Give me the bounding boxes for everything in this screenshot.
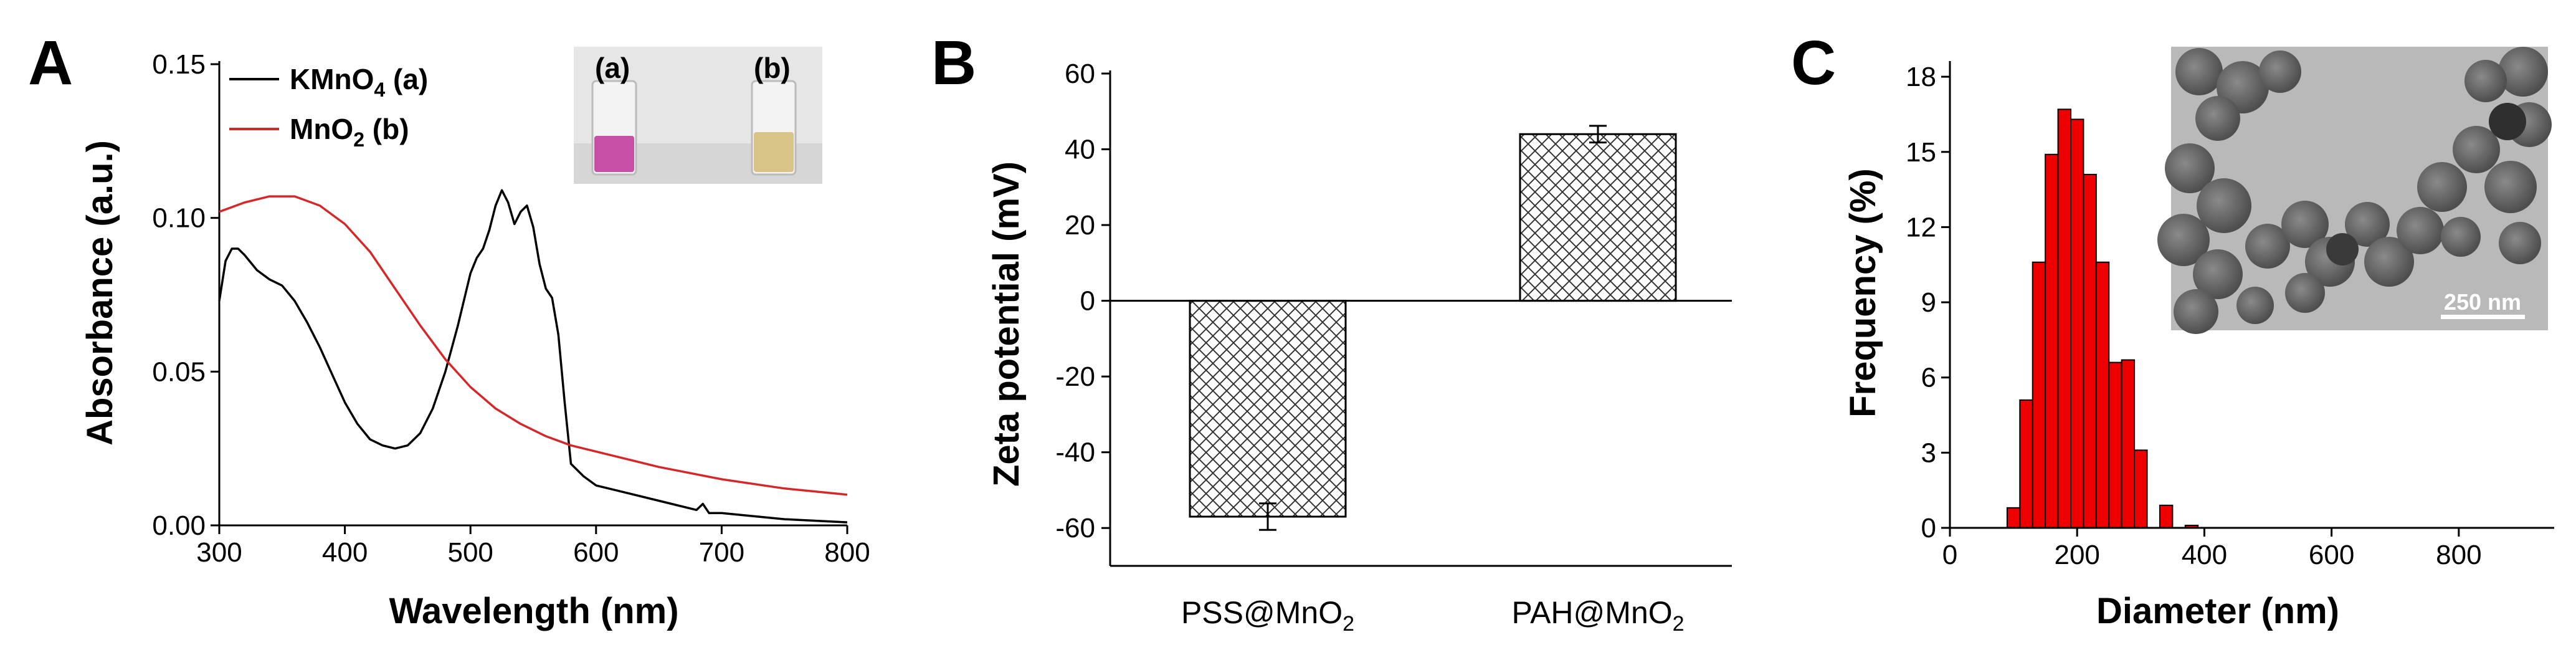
x-tick-label: 800 [824, 537, 870, 568]
x-tick-label: 200 [2054, 540, 2099, 570]
tem-scale-bar-label: 250 nm [2444, 289, 2521, 315]
y-tick-label: 9 [1921, 287, 1936, 318]
panel-c-x-axis-title: Diameter (nm) [2096, 591, 2339, 631]
panel-c-plot: 0 200 400 600 800 0 3 6 9 12 15 18 [1906, 61, 2554, 570]
x-tick-label: 600 [573, 537, 619, 568]
y-tick-label: 3 [1921, 437, 1936, 468]
y-tick-label: 0.10 [152, 203, 206, 234]
y-tick-label: 15 [1906, 137, 1936, 168]
panel-b: B -60 -40 -20 0 20 40 60 Zeta potential (mV) P… [931, 28, 1732, 636]
inset-label-a: (a) [595, 52, 630, 84]
y-tick-label: 0.15 [152, 49, 206, 80]
x-tick-label: 400 [322, 537, 368, 568]
panel-a-plot: 300 400 500 600 700 800 0.00 0.05 0.10 0.15 [152, 49, 870, 568]
panel-a-legend: KMnO4 (a) MnO2 (b) [229, 63, 428, 151]
histogram-bar [2095, 261, 2110, 528]
x-tick-label: 300 [196, 537, 242, 568]
histogram-bar [2057, 108, 2071, 529]
y-tick-label: 18 [1906, 62, 1936, 92]
y-tick-label: 0 [1921, 513, 1936, 543]
panel-c-inset-tem: 250 nm [2157, 47, 2552, 334]
panel-letter-a: A [28, 28, 73, 98]
y-tick-label: -40 [1055, 437, 1095, 468]
y-tick-label: 40 [1065, 135, 1095, 165]
y-tick-label: 0.00 [152, 510, 206, 541]
x-tick-label: 800 [2436, 540, 2481, 570]
y-tick-label: 12 [1906, 212, 1936, 242]
histogram-bar [2134, 449, 2148, 528]
bar-pss-mno2 [1189, 300, 1347, 518]
y-tick-label: 6 [1921, 363, 1936, 393]
panel-a-x-axis-title: Wavelength (nm) [389, 591, 678, 631]
vial-a [591, 80, 637, 176]
legend-label-kmno4: KMnO4 (a) [290, 63, 428, 101]
x-tick-label: 0 [1942, 540, 1957, 570]
histogram-bar [2019, 399, 2033, 528]
histogram-bar [2070, 118, 2084, 529]
histogram-bar [2083, 173, 2097, 528]
histogram-bar [2045, 153, 2059, 528]
vial-b [751, 80, 797, 176]
category-label-pah: PAH@MnO2 [1511, 595, 1684, 636]
panel-b-plot: -60 -40 -20 0 20 40 60 [1055, 59, 1732, 567]
histogram-bar [2108, 361, 2122, 529]
x-tick-label: 600 [2309, 540, 2354, 570]
histogram-bar [2121, 359, 2136, 528]
panel-letter-b: B [931, 28, 976, 98]
category-label-pss: PSS@MnO2 [1181, 595, 1354, 636]
y-tick-label: 0.05 [152, 356, 206, 387]
histogram-bar [2032, 261, 2046, 528]
bar-pah-mno2 [1519, 133, 1677, 302]
panel-letter-c: C [1791, 28, 1836, 98]
panel-c-y-axis-title: Frequency (%) [1843, 168, 1883, 418]
series-line-kmno4 [218, 189, 848, 524]
panel-a-y-axis-title: Absorbance (a.u.) [80, 140, 120, 446]
histogram-bar [2006, 507, 2021, 528]
x-tick-label: 400 [2182, 540, 2227, 570]
y-tick-label: 60 [1065, 59, 1095, 89]
inset-label-b: (b) [754, 52, 791, 84]
panel-a: A 300 400 500 600 700 800 0.00 0.05 0.10 0.15 Wav… [28, 28, 870, 631]
legend-label-mno2: MnO2 (b) [290, 113, 409, 151]
histogram-bar [2159, 504, 2174, 529]
y-tick-label: 0 [1080, 286, 1095, 317]
x-tick-label: 500 [447, 537, 493, 568]
x-tick-label: 700 [699, 537, 744, 568]
series-line-mno2 [219, 195, 848, 496]
y-tick-label: -20 [1055, 361, 1095, 392]
y-tick-label: -60 [1055, 513, 1095, 543]
panel-b-y-axis-title: Zeta potential (mV) [986, 161, 1027, 487]
y-tick-label: 20 [1065, 210, 1095, 241]
panel-a-inset-photo: (a) (b) [574, 47, 822, 184]
tem-particles [2157, 47, 2552, 334]
